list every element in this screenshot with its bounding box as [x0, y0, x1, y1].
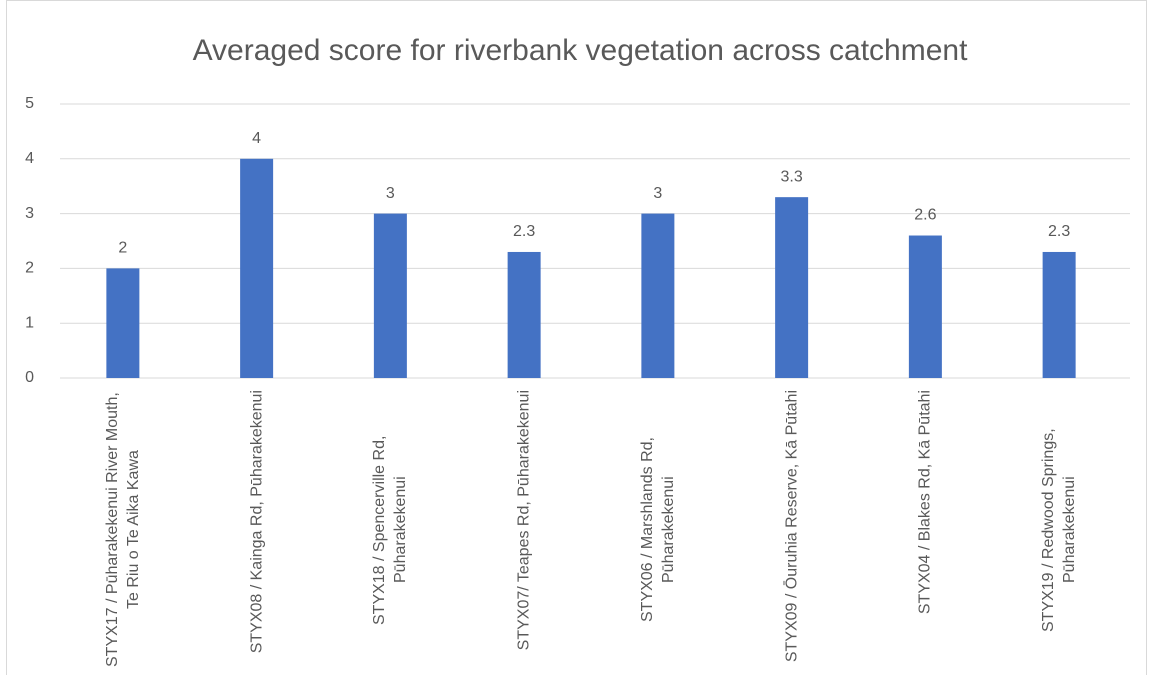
chart-title: Averaged score for riverbank vegetation …	[193, 34, 969, 67]
data-label: 2.3	[1048, 223, 1070, 240]
x-tick-label: STYX08 / Kainga Rd, Pūharakekenui	[248, 390, 266, 654]
bar	[908, 235, 942, 378]
bar	[373, 213, 407, 378]
x-tick-label: STYX04 / Blakes Rd, Kā Pūtahi	[916, 390, 934, 615]
y-tick-label: 0	[25, 369, 34, 386]
bar	[641, 213, 675, 378]
x-tick-label: STYX09 / Ōuruhia Reserve, Kā Pūtahi	[783, 390, 801, 663]
x-tick-label: STYX06 / Marshlands Rd, Pūharakekenui	[638, 437, 677, 623]
bar	[775, 197, 809, 378]
bar	[1042, 251, 1076, 378]
data-label: 3	[653, 185, 662, 202]
data-label: 4	[252, 130, 261, 147]
y-tick-label: 5	[25, 95, 34, 112]
bar	[240, 158, 274, 378]
data-label: 2.6	[914, 207, 936, 224]
x-tick-label: STYX18 / Spencerville Rd, Pūharakekenui	[371, 435, 410, 625]
bar	[507, 251, 541, 378]
x-tick-label: STYX07/ Teapes Rd, Pūharakekenui	[515, 390, 533, 651]
y-tick-label: 4	[25, 150, 34, 167]
x-tick-label: STYX19 / Redwood Springs, Pūharakekenui	[1040, 428, 1079, 632]
y-tick-label: 3	[25, 205, 34, 222]
data-label: 2.3	[513, 223, 535, 240]
x-tick-label: STYX17 / Pūharakekenui River Mouth, Te R…	[103, 392, 142, 668]
data-label: 3	[386, 185, 395, 202]
y-tick-label: 1	[25, 314, 34, 331]
data-label: 3.3	[781, 168, 803, 185]
bar	[106, 268, 140, 378]
chart-border	[6, 0, 1147, 675]
y-tick-label: 2	[25, 260, 34, 277]
data-label: 2	[118, 240, 127, 257]
